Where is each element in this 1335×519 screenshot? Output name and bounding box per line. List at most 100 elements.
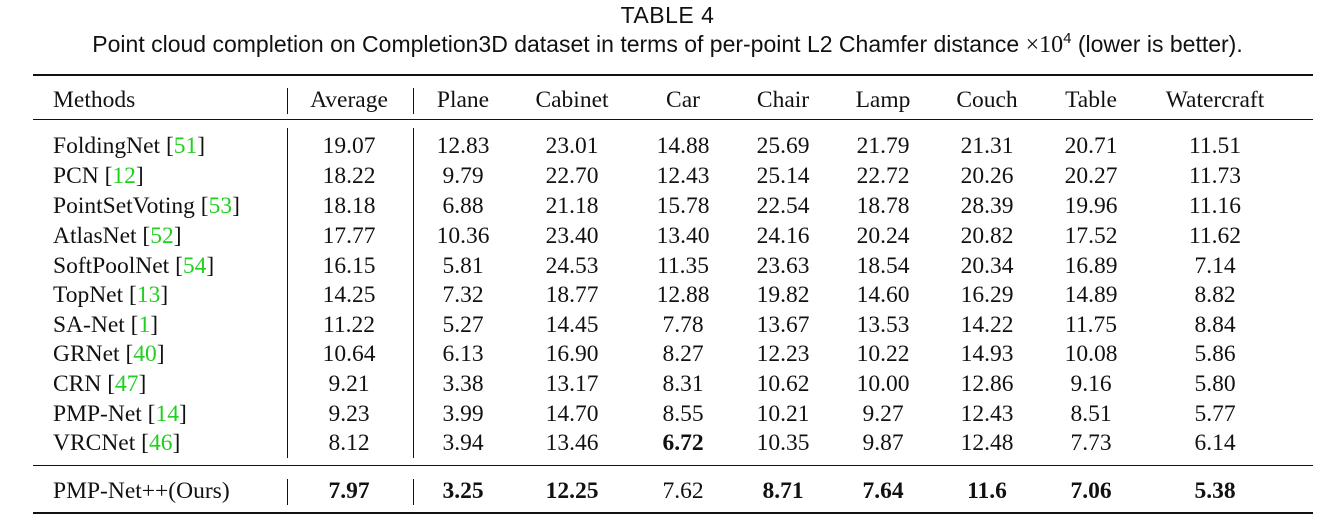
table-cell-average: 9.23 xyxy=(328,401,370,427)
table-cell-table: 20.27 xyxy=(1064,163,1118,189)
table-cell-plane: 5.27 xyxy=(442,312,484,338)
table-cell-plane: 3.25 xyxy=(442,478,484,504)
table-cell-lamp: 7.64 xyxy=(862,478,904,504)
table-row: SA-Net [1] 11.22 5.27 14.45 7.78 13.67 13.53 14… xyxy=(0,310,1335,340)
table-cell-couch: 11.6 xyxy=(967,478,1007,504)
table-cell-plane: 3.99 xyxy=(442,401,484,427)
mid-rule xyxy=(33,465,1313,466)
table-cell-plane: 3.94 xyxy=(442,430,484,456)
citation-link[interactable]: 14 xyxy=(155,401,180,427)
table-cell-car: 7.62 xyxy=(662,478,704,504)
method-name: CRN [47] xyxy=(53,371,147,397)
table-row-ours: PMP-Net++(Ours) 7.97 3.25 12.25 7.62 8.71 7.64… xyxy=(0,476,1335,506)
table-cell-lamp: 10.00 xyxy=(856,371,910,397)
table-cell-plane: 10.36 xyxy=(436,223,490,249)
table-cell-car: 6.72 xyxy=(662,430,704,456)
citation-link[interactable]: 12 xyxy=(112,163,136,189)
final-separator-left xyxy=(287,479,288,505)
table-cell-watercraft: 6.14 xyxy=(1194,430,1236,456)
bottom-rule xyxy=(33,512,1313,514)
citation-link[interactable]: 13 xyxy=(136,282,161,308)
table-cell-car: 11.35 xyxy=(656,253,709,279)
table-cell-couch: 14.93 xyxy=(960,341,1014,367)
method-label: SoftPoolNet xyxy=(53,253,170,279)
table-cell-plane: 9.79 xyxy=(442,163,484,189)
table-cell-lamp: 13.53 xyxy=(856,312,910,338)
table-cell-watercraft: 11.62 xyxy=(1188,223,1241,249)
table-cell-car: 14.88 xyxy=(656,133,710,159)
citation-link[interactable]: 53 xyxy=(208,193,233,219)
table-cell-table: 19.96 xyxy=(1064,193,1118,219)
table-row: SoftPoolNet [54] 16.15 5.81 24.53 11.35 23.63… xyxy=(0,251,1335,281)
table-cell-plane: 5.81 xyxy=(442,253,484,279)
citation-link[interactable]: 54 xyxy=(182,253,207,279)
method-name: AtlasNet [52] xyxy=(53,223,182,249)
table-cell-plane: 12.83 xyxy=(436,133,490,159)
table-cell-car: 7.78 xyxy=(662,312,704,338)
table-cell-average: 9.21 xyxy=(328,371,370,397)
table-cell-chair: 13.67 xyxy=(756,312,810,338)
table-cell-average: 19.07 xyxy=(322,133,376,159)
table-cell-table: 20.71 xyxy=(1064,133,1118,159)
top-rule xyxy=(33,74,1313,76)
table-cell-couch: 16.29 xyxy=(960,282,1014,308)
body-separator-right xyxy=(413,128,414,458)
citation-link[interactable]: 52 xyxy=(150,223,174,249)
column-header-table: Table xyxy=(1065,87,1117,113)
table-cell-watercraft: 11.51 xyxy=(1188,133,1241,159)
citation-link[interactable]: 40 xyxy=(133,341,157,367)
body-separator-left xyxy=(287,128,288,458)
method-label: AtlasNet xyxy=(53,223,137,249)
table-cell-couch: 14.22 xyxy=(960,312,1014,338)
table-cell-watercraft: 5.38 xyxy=(1194,478,1236,504)
table-cell-lamp: 18.78 xyxy=(856,193,910,219)
method-name: VRCNet [46] xyxy=(53,430,181,456)
table-cell-watercraft: 11.16 xyxy=(1188,193,1241,219)
table-cell-average: 10.64 xyxy=(322,341,376,367)
table-cell-average: 16.15 xyxy=(322,253,376,279)
table-cell-average: 18.22 xyxy=(322,163,376,189)
table-row: PMP-Net [14] 9.23 3.99 14.70 8.55 10.21 9.27 12… xyxy=(0,399,1335,429)
table-cell-chair: 24.16 xyxy=(756,223,810,249)
caption-math: ×10 xyxy=(1025,32,1064,58)
method-label: PMP-Net++(Ours) xyxy=(53,478,230,504)
column-header-chair: Chair xyxy=(756,87,810,113)
table-row: AtlasNet [52] 17.77 10.36 23.40 13.40 24.16 20… xyxy=(0,221,1335,251)
table-cell-watercraft: 5.80 xyxy=(1194,371,1236,397)
table-cell-watercraft: 5.86 xyxy=(1194,341,1236,367)
method-name: PointSetVoting [53] xyxy=(53,193,240,219)
table-cell-lamp: 18.54 xyxy=(856,253,910,279)
table-label: TABLE 4 xyxy=(620,2,715,28)
table-cell-table: 10.08 xyxy=(1064,341,1118,367)
citation-link[interactable]: 47 xyxy=(115,371,139,397)
citation-link[interactable]: 46 xyxy=(148,430,173,456)
table-cell-cabinet: 16.90 xyxy=(545,341,599,367)
method-label: PMP-Net xyxy=(53,401,142,427)
table-cell-chair: 25.14 xyxy=(756,163,810,189)
table-cell-cabinet: 12.25 xyxy=(545,478,599,504)
table-cell-average: 8.12 xyxy=(328,430,370,456)
table-cell-average: 14.25 xyxy=(322,282,376,308)
table-cell-average: 7.97 xyxy=(328,478,370,504)
table-cell-couch: 20.82 xyxy=(960,223,1014,249)
header-rule xyxy=(33,119,1313,120)
table-cell-table: 9.16 xyxy=(1070,371,1112,397)
table-cell-watercraft: 5.77 xyxy=(1194,401,1236,427)
citation-link[interactable]: 51 xyxy=(173,133,198,159)
table-cell-chair: 12.23 xyxy=(756,341,810,367)
table-cell-couch: 12.48 xyxy=(960,430,1014,456)
table-cell-average: 17.77 xyxy=(322,223,376,249)
table-cell-cabinet: 22.70 xyxy=(545,163,599,189)
table-cell-cabinet: 14.70 xyxy=(545,401,599,427)
citation-link[interactable]: 1 xyxy=(138,312,151,338)
table-cell-car: 12.43 xyxy=(656,163,710,189)
table-cell-chair: 23.63 xyxy=(756,253,810,279)
table-cell-couch: 28.39 xyxy=(960,193,1014,219)
column-header-plane: Plane xyxy=(436,87,490,113)
table-cell-chair: 22.54 xyxy=(756,193,810,219)
table-cell-car: 8.31 xyxy=(662,371,704,397)
caption-suffix: (lower is better). xyxy=(1077,31,1243,57)
caption-text: Point cloud completion on Completion3D d… xyxy=(92,31,1020,57)
table-cell-cabinet: 13.17 xyxy=(545,371,599,397)
method-label: PointSetVoting xyxy=(53,193,195,219)
